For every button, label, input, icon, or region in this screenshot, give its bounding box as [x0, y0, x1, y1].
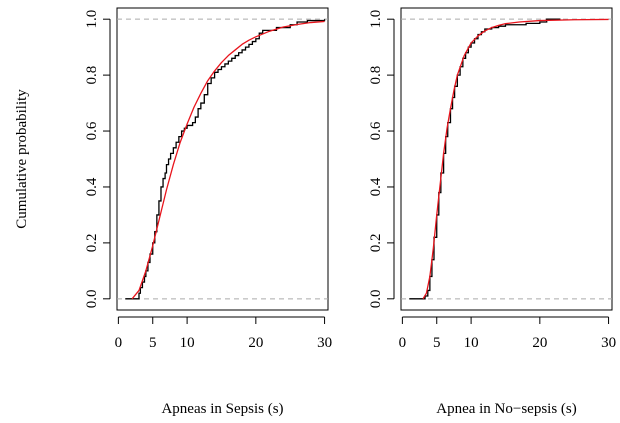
x-tick-label: 0	[399, 335, 407, 351]
y-tick-label: 0.4	[84, 177, 100, 196]
x-axis-title: Apnea in No−sepsis (s)	[436, 401, 577, 417]
x-tick-label: 0	[115, 335, 123, 351]
y-tick-label: 0.8	[84, 66, 100, 85]
panel-no-sepsis: 0 5 10 20 30 0.0 0.2 0.4 0.6 0.8 1.0 Apnea in No−se…	[368, 7, 616, 417]
plot-frame	[116, 7, 329, 311]
fitted-cdf-curve	[422, 18, 609, 300]
ecdf-step-line	[125, 19, 326, 300]
y-tick-label: 0.8	[368, 66, 384, 85]
y-tick-label: 1.0	[368, 10, 384, 29]
fitted-cdf-curve	[131, 20, 325, 300]
x-tick-label: 5	[149, 335, 157, 351]
x-tick-label: 20	[248, 335, 263, 351]
x-tick-label: 20	[532, 335, 547, 351]
panel-sepsis: 0 5 10 20 30 0.0 0.2 0.4 0.6 0.8 1.0 Apneas in Seps…	[14, 7, 332, 417]
y-axis-title: Cumulative probability	[14, 89, 30, 229]
y-tick-label: 0.2	[368, 234, 384, 253]
x-axis-title: Apneas in Sepsis (s)	[161, 401, 283, 417]
plot-frame	[400, 7, 613, 311]
y-tick-label: 0.0	[84, 289, 100, 308]
x-tick-label: 30	[601, 335, 616, 351]
y-tick-label: 0.2	[84, 234, 100, 253]
x-tick-label: 10	[464, 335, 479, 351]
x-tick-label: 30	[317, 335, 332, 351]
x-tick-label: 5	[433, 335, 441, 351]
y-tick-label: 1.0	[84, 10, 100, 29]
y-tick-label: 0.6	[368, 121, 384, 140]
x-tick-label: 10	[180, 335, 195, 351]
y-tick-label: 0.0	[368, 289, 384, 308]
y-tick-label: 0.6	[84, 121, 100, 140]
y-tick-label: 0.4	[368, 177, 384, 196]
